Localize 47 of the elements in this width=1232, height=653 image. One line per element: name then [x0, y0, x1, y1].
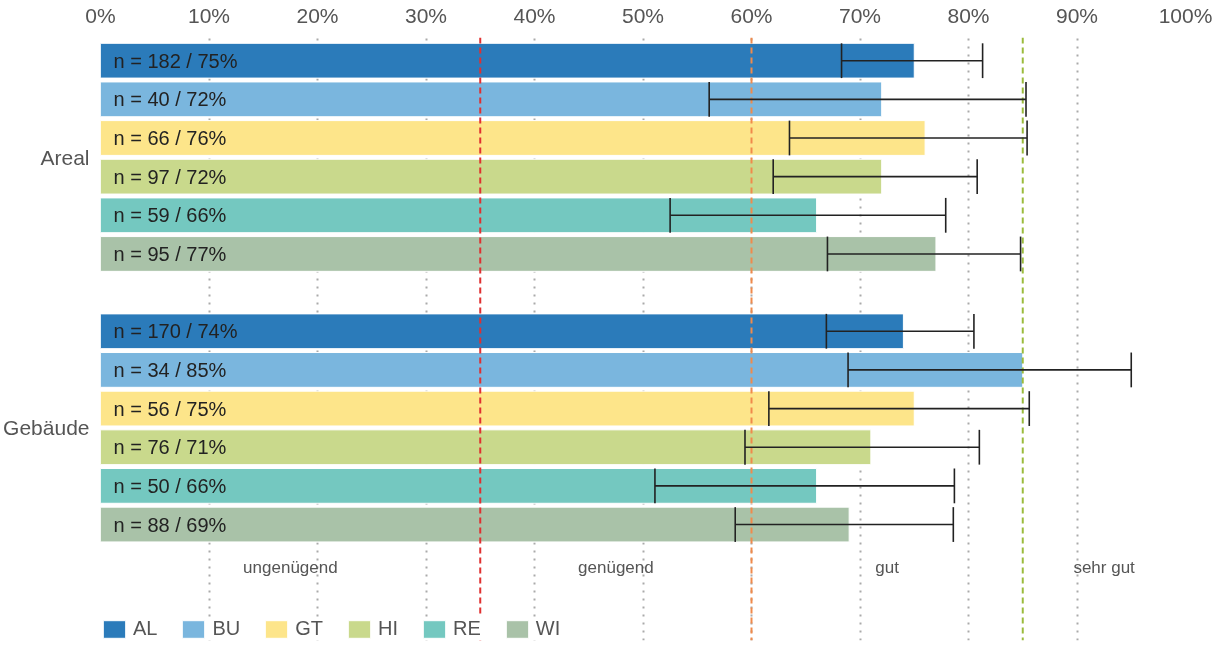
- data-label: n = 95 / 77%: [113, 242, 227, 265]
- bar: [100, 42, 915, 79]
- data-label: n = 170 / 74%: [113, 320, 238, 343]
- data-label: n = 66 / 76%: [113, 127, 227, 149]
- bar: [100, 352, 1024, 388]
- annotation: ungenügend: [243, 557, 338, 577]
- data-label: n = 97 / 72%: [113, 165, 227, 188]
- bar: [100, 236, 937, 272]
- x-tick-label: 90%: [1055, 3, 1099, 27]
- x-tick-label: 60%: [730, 3, 773, 27]
- data-label: n = 76 / 71%: [113, 436, 227, 459]
- data-label: n = 40 / 72%: [113, 88, 227, 111]
- data-label: n = 88 / 69%: [113, 513, 227, 536]
- data-label: n = 34 / 85%: [113, 358, 227, 381]
- bar: [100, 197, 818, 234]
- x-tick-label: 0%: [85, 3, 116, 27]
- bar: [100, 120, 926, 156]
- annotation: gut: [875, 557, 900, 577]
- data-label: n = 56 / 75%: [113, 397, 227, 420]
- legend-label: RE: [453, 617, 481, 640]
- x-tick-label: 20%: [296, 3, 339, 27]
- bar: [100, 313, 904, 350]
- bar: [100, 467, 818, 504]
- legend-label: GT: [295, 617, 324, 640]
- legend-label: BU: [212, 617, 241, 640]
- annotation: genügend: [578, 557, 654, 577]
- bar: [100, 390, 915, 427]
- x-tick-label: 10%: [187, 3, 231, 27]
- x-tick-label: 30%: [404, 3, 448, 27]
- annotation: sehr gut: [1073, 557, 1136, 577]
- legend-label: AL: [133, 617, 158, 640]
- bar: [100, 429, 872, 466]
- y-tick-label: Gebäude: [3, 416, 90, 440]
- data-label: n = 59 / 66%: [113, 204, 227, 227]
- x-tick-label: 70%: [838, 3, 882, 27]
- x-tick-label: 80%: [947, 3, 990, 27]
- bar: [100, 158, 883, 195]
- x-tick-label: 50%: [621, 3, 665, 27]
- x-tick-label: 100%: [1158, 3, 1213, 27]
- y-tick-label: Areal: [40, 145, 90, 169]
- data-label: n = 182 / 75%: [113, 49, 238, 72]
- bar: [100, 81, 883, 118]
- legend-label: HI: [378, 617, 399, 640]
- data-label: n = 50 / 66%: [113, 474, 227, 497]
- legend-label: WI: [535, 617, 561, 640]
- bar: [100, 506, 850, 543]
- x-tick-label: 40%: [513, 3, 556, 27]
